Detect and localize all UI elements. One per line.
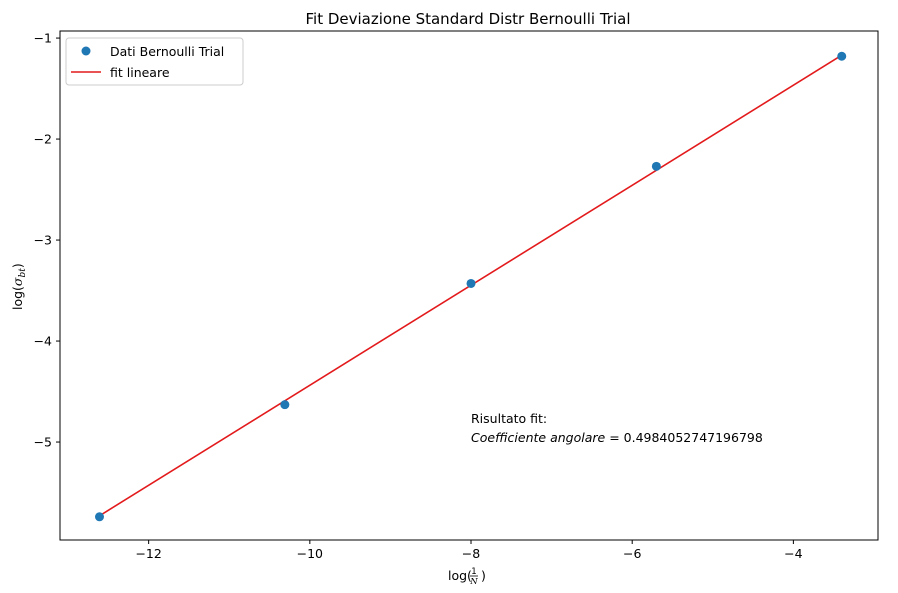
data-point xyxy=(837,51,847,61)
y-tick-label: −4 xyxy=(34,334,52,349)
x-axis-label-numerator: 1 xyxy=(471,567,476,577)
plot-frame xyxy=(59,30,879,541)
axis-ticks: −12 −10 −8 −6 −4 −5 −4 −3 −2 −1 xyxy=(34,31,803,561)
y-tick-label: −1 xyxy=(34,31,52,46)
legend: Dati Bernoulli Trial fit lineare xyxy=(65,37,244,86)
x-axis-label-denominator: N xyxy=(469,577,478,587)
annotation-line2: Coefficiente angolare = 0.49840527471967… xyxy=(471,430,763,445)
legend-box xyxy=(65,37,244,86)
x-tick-label: −12 xyxy=(135,546,161,561)
y-tick-label: −3 xyxy=(34,233,52,248)
chart-title: Fit Deviazione Standard Distr Bernoulli … xyxy=(306,10,631,28)
y-tick-label: −2 xyxy=(34,132,52,147)
x-tick-label: −6 xyxy=(623,546,641,561)
x-tick-label: −8 xyxy=(462,546,480,561)
fit-annotation: Risultato fit: Coefficiente angolare = 0… xyxy=(471,411,763,445)
legend-label-line: fit lineare xyxy=(110,65,170,80)
annotation-coefficient-label: Coefficiente angolare xyxy=(471,430,606,445)
x-tick-label: −10 xyxy=(297,546,323,561)
annotation-line1: Risultato fit: xyxy=(471,411,547,426)
legend-label-scatter: Dati Bernoulli Trial xyxy=(110,44,224,59)
x-axis-label-close: ) xyxy=(481,568,486,583)
data-point xyxy=(280,400,290,410)
annotation-coefficient-value: = 0.4984052747196798 xyxy=(605,430,763,445)
data-point xyxy=(466,278,476,288)
y-tick-label: −5 xyxy=(34,435,52,450)
data-points xyxy=(94,51,847,522)
data-point xyxy=(651,161,661,171)
legend-marker-scatter xyxy=(81,46,91,56)
x-tick-label: −4 xyxy=(784,546,802,561)
data-point xyxy=(94,512,104,522)
x-axis-label-log: log( xyxy=(448,568,472,583)
x-axis-label: log( 1 N ) xyxy=(448,567,486,587)
